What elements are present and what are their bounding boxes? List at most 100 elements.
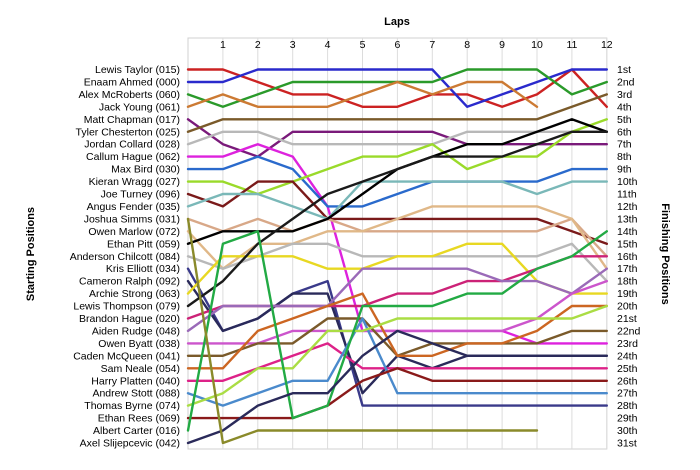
finishing-position-label: 1st bbox=[617, 64, 631, 76]
starting-position-label: Lewis Taylor (015) bbox=[95, 64, 180, 76]
finishing-position-label: 28th bbox=[617, 400, 638, 412]
starting-position-labels: Lewis Taylor (015)Enaam Ahmed (000)Alex … bbox=[70, 64, 180, 450]
starting-position-label: Max Bird (030) bbox=[111, 164, 180, 176]
starting-position-label: Kieran Wragg (027) bbox=[89, 176, 180, 188]
finishing-position-label: 15th bbox=[617, 238, 638, 250]
finishing-position-label: 9th bbox=[617, 164, 632, 176]
position-lines bbox=[186, 68, 608, 445]
driver-position-line bbox=[186, 292, 608, 370]
x-tick-label: 4 bbox=[325, 39, 331, 51]
starting-position-label: Brandon Hague (020) bbox=[79, 313, 180, 325]
finishing-position-labels: 1st2nd3rd4th5th6th7th8th9th10th11th12th1… bbox=[617, 64, 641, 450]
y-axis-title-left: Starting Positions bbox=[25, 207, 37, 301]
driver-position-line bbox=[186, 217, 539, 445]
starting-position-label: Joe Turney (096) bbox=[101, 189, 180, 201]
x-tick-label: 7 bbox=[429, 39, 435, 51]
starting-position-label: Harry Platten (040) bbox=[91, 375, 180, 387]
finishing-position-label: 30th bbox=[617, 425, 638, 437]
x-tick-label: 2 bbox=[255, 39, 261, 51]
finishing-position-label: 29th bbox=[617, 413, 638, 425]
x-tick-label: 9 bbox=[499, 39, 505, 51]
driver-position-line bbox=[186, 80, 539, 108]
starting-position-label: Joshua Simms (031) bbox=[84, 213, 180, 225]
driver-position-line bbox=[186, 155, 608, 208]
starting-position-label: Matt Chapman (017) bbox=[84, 114, 180, 126]
y-axis-title-right: Finishing Positions bbox=[659, 203, 671, 304]
lap-tick-labels: 1 2 3 4 5 6 7 8 9 10 11 12 bbox=[220, 39, 613, 51]
starting-position-label: Owen Byatt (038) bbox=[98, 338, 180, 350]
finishing-position-label: 2nd bbox=[617, 76, 635, 88]
x-tick-label: 11 bbox=[566, 39, 577, 51]
finishing-position-label: 6th bbox=[617, 126, 632, 138]
starting-position-label: Tyler Chesterton (025) bbox=[76, 126, 180, 138]
finishing-position-label: 11th bbox=[617, 189, 637, 201]
starting-position-label: Cameron Ralph (092) bbox=[79, 276, 180, 288]
starting-position-label: Aiden Rudge (048) bbox=[92, 325, 180, 337]
x-tick-label: 8 bbox=[464, 39, 470, 51]
x-tick-label: 12 bbox=[601, 39, 613, 51]
finishing-position-label: 7th bbox=[617, 139, 632, 151]
finishing-position-label: 3rd bbox=[617, 89, 632, 101]
starting-position-label: Archie Strong (063) bbox=[89, 288, 180, 300]
finishing-position-label: 22nd bbox=[617, 325, 641, 337]
driver-position-line bbox=[186, 180, 608, 221]
finishing-position-label: 12th bbox=[617, 201, 638, 213]
starting-position-label: Ethan Pitt (059) bbox=[107, 238, 180, 250]
x-tick-label: 10 bbox=[531, 39, 543, 51]
driver-position-line bbox=[186, 317, 608, 407]
starting-position-label: Anderson Chilcott (084) bbox=[70, 251, 180, 263]
finishing-position-label: 17th bbox=[617, 263, 638, 275]
driver-position-line bbox=[186, 68, 608, 108]
starting-position-label: Owen Marlow (072) bbox=[88, 226, 180, 238]
finishing-position-label: 8th bbox=[617, 151, 632, 163]
x-tick-label: 1 bbox=[220, 39, 226, 51]
x-axis-title: Laps bbox=[384, 16, 410, 28]
starting-position-label: Angus Fender (035) bbox=[87, 201, 180, 213]
finishing-position-label: 14th bbox=[617, 226, 638, 238]
finishing-position-label: 26th bbox=[617, 375, 638, 387]
finishing-position-label: 27th bbox=[617, 388, 638, 400]
finishing-position-label: 4th bbox=[617, 101, 632, 113]
finishing-position-label: 10th bbox=[617, 176, 638, 188]
finishing-position-label: 31st bbox=[617, 438, 637, 450]
finishing-position-label: 19th bbox=[617, 288, 638, 300]
finishing-position-label: 18th bbox=[617, 276, 638, 288]
x-tick-label: 6 bbox=[394, 39, 400, 51]
starting-position-label: Lewis Thompson (079) bbox=[73, 301, 180, 313]
starting-position-label: Enaam Ahmed (000) bbox=[84, 76, 180, 88]
driver-position-line bbox=[186, 367, 608, 420]
finishing-position-label: 24th bbox=[617, 350, 638, 362]
starting-position-label: Thomas Byrne (074) bbox=[84, 400, 180, 412]
driver-position-line bbox=[186, 130, 608, 308]
driver-position-line bbox=[186, 230, 608, 432]
starting-position-label: Caden McQueen (041) bbox=[73, 350, 180, 362]
starting-position-label: Ethan Rees (069) bbox=[98, 413, 180, 425]
starting-position-label: Jordan Collard (028) bbox=[84, 139, 180, 151]
starting-position-label: Alex McRoberts (060) bbox=[78, 89, 180, 101]
starting-position-label: Sam Neale (054) bbox=[101, 363, 180, 375]
starting-position-label: Kris Elliott (034) bbox=[106, 263, 180, 275]
finishing-position-label: 20th bbox=[617, 301, 638, 313]
starting-position-label: Andrew Stott (088) bbox=[92, 388, 180, 400]
starting-position-label: Jack Young (061) bbox=[99, 101, 180, 113]
starting-position-label: Albert Carter (016) bbox=[93, 425, 180, 437]
grid-lines bbox=[187, 37, 608, 450]
finishing-position-label: 23rd bbox=[617, 338, 638, 350]
x-tick-label: 5 bbox=[360, 39, 366, 51]
finishing-position-label: 13th bbox=[617, 213, 638, 225]
driver-position-line bbox=[186, 93, 608, 133]
driver-position-line bbox=[186, 329, 608, 445]
starting-position-label: Callum Hague (062) bbox=[86, 151, 180, 163]
driver-position-line bbox=[186, 217, 608, 258]
x-tick-label: 3 bbox=[290, 39, 296, 51]
finishing-position-label: 5th bbox=[617, 114, 632, 126]
finishing-position-label: 21st bbox=[617, 313, 637, 325]
finishing-position-label: 25th bbox=[617, 363, 638, 375]
driver-position-line bbox=[186, 304, 608, 407]
finishing-position-label: 16th bbox=[617, 251, 638, 263]
starting-position-label: Axel Slijepcevic (042) bbox=[80, 438, 180, 450]
driver-position-line bbox=[186, 68, 608, 108]
driver-position-line bbox=[186, 267, 608, 333]
